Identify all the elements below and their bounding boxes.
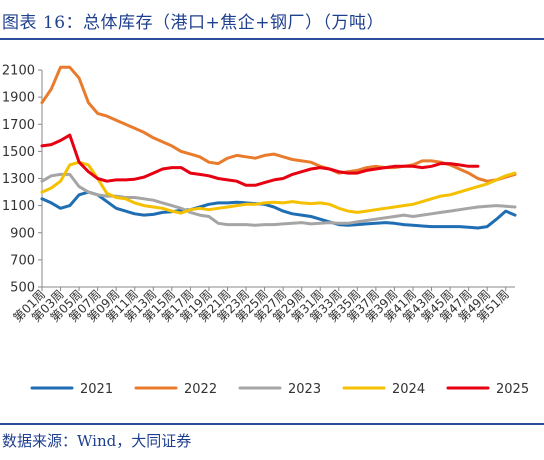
series-line-2025 (40, 133, 480, 187)
data-source: 数据来源：Wind，大同证券 (2, 432, 192, 450)
series-lines (40, 65, 517, 230)
legend-label-2022: 2022 (184, 382, 217, 397)
figure-header: 图表 16：总体库存（港口+焦企+钢厂）（万吨） (0, 0, 544, 38)
source-divider (0, 423, 544, 425)
series-line-2023 (40, 172, 517, 227)
y-tick-label: 500 (10, 281, 35, 296)
y-tick-label: 2100 (2, 64, 35, 79)
y-tick-label: 700 (10, 253, 35, 268)
x-axis-ticks: 第01周第03周第05周第07周第09周第11周第13周第15周第17周第19周… (10, 287, 512, 325)
y-tick-label: 1900 (2, 91, 35, 106)
line-chart: 500 700 900 1100 1300 1500 1700 1900 2100 第01周第0… (2, 64, 529, 398)
y-tick-label: 1300 (2, 172, 35, 187)
legend-label-2025: 2025 (496, 382, 529, 397)
chart-legend: 2021 2022 2023 2024 2025 (30, 382, 529, 397)
chart-title: 图表 16：总体库存（港口+焦企+钢厂）（万吨） (2, 13, 385, 33)
title-divider (0, 38, 544, 40)
y-axis-ticks: 500 700 900 1100 1300 1500 1700 1900 2100 (2, 64, 42, 296)
series-line-2021 (40, 190, 517, 230)
legend-label-2024: 2024 (392, 382, 425, 397)
y-tick-label: 1700 (2, 118, 35, 133)
legend-label-2023: 2023 (288, 382, 321, 397)
series-line-2022 (40, 65, 517, 183)
y-tick-label: 1100 (2, 199, 35, 214)
legend-label-2021: 2021 (80, 382, 113, 397)
y-tick-label: 1500 (2, 145, 35, 160)
series-line-2024 (40, 160, 517, 215)
y-tick-label: 900 (10, 226, 35, 241)
